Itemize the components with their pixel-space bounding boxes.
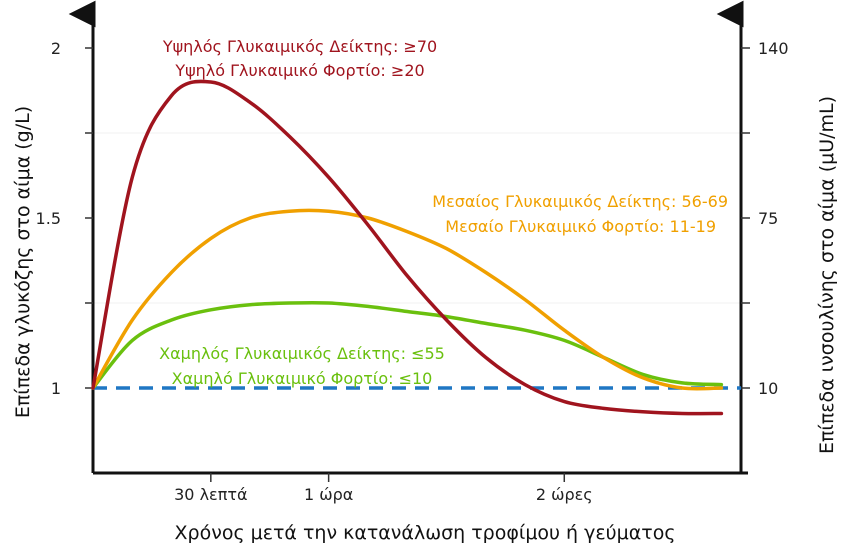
x-tick-label: 30 λεπτά <box>174 485 247 504</box>
series-line-medium <box>91 208 724 391</box>
y-tick-left-label: 1 <box>51 379 61 398</box>
y-axis-right-title: Επίπεδα ινσουλίνης στο αίμα (μU/mL) <box>816 96 838 454</box>
series-lines <box>91 79 724 416</box>
y-tick-left-label: 1.5 <box>36 209 61 228</box>
annotation-high: Υψηλός Γλυκαιμικός Δείκτης: ≥70 Υψηλό Γλ… <box>162 37 437 80</box>
y-tick-left-label: 2 <box>51 39 61 58</box>
x-ticks: 30 λεπτά 1 ώρα 2 ώρες <box>174 473 593 504</box>
annotation-low-line1: Χαμηλός Γλυκαιμικός Δείκτης: ≤55 <box>159 344 445 363</box>
y-axis-left-title: Επίπεδα γλυκόζης στο αίμα (g/L) <box>12 106 34 418</box>
annotation-medium-line2: Μεσαίο Γλυκαιμικό Φορτίο: 11-19 <box>445 217 716 236</box>
x-tick-label: 1 ώρα <box>304 485 353 504</box>
y-tick-right-label: 140 <box>758 39 789 58</box>
annotation-high-line2: Υψηλό Γλυκαιμικό Φορτίο: ≥20 <box>174 61 424 80</box>
y-tick-right-label: 75 <box>758 209 778 228</box>
y-ticks-right: 10 75 140 <box>741 39 789 398</box>
annotation-high-line1: Υψηλός Γλυκαιμικός Δείκτης: ≥70 <box>162 37 437 56</box>
plot-grid <box>93 132 741 304</box>
annotation-low: Χαμηλός Γλυκαιμικός Δείκτης: ≤55 Χαμηλό … <box>159 344 445 388</box>
x-tick-label: 2 ώρες <box>536 485 593 504</box>
annotation-medium-line1: Μεσαίος Γλυκαιμικός Δείκτης: 56-69 <box>432 192 728 211</box>
series-line-high <box>91 79 724 416</box>
annotation-low-line2: Χαμηλό Γλυκαιμικό Φορτίο: ≤10 <box>172 369 433 388</box>
y-ticks-left: 11.52 <box>36 39 93 398</box>
y-tick-right-label: 10 <box>758 379 778 398</box>
x-axis-title: Χρόνος μετά την κατανάλωση τροφίμου ή γε… <box>175 522 676 544</box>
annotation-medium: Μεσαίος Γλυκαιμικός Δείκτης: 56-69 Μεσαί… <box>432 192 728 236</box>
